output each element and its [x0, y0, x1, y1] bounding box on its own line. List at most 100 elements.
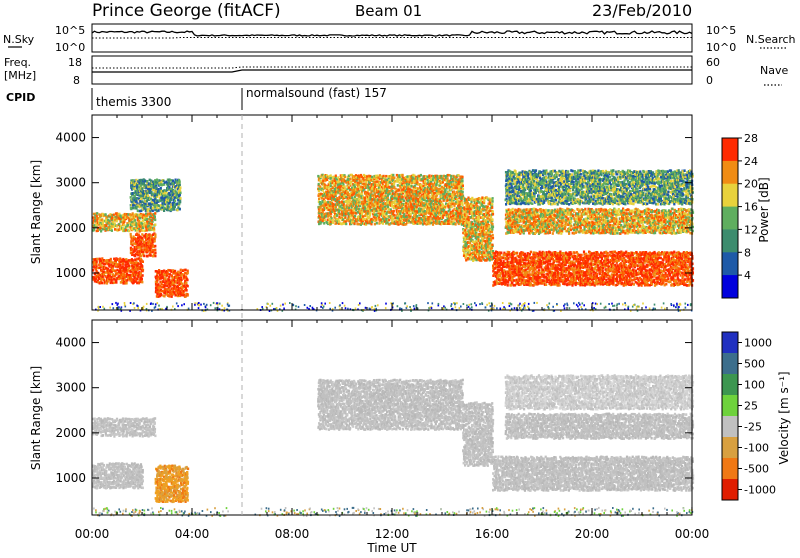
- echo-cell: [388, 190, 390, 193]
- echo-cell: [179, 208, 181, 211]
- echo-cell: [143, 255, 145, 258]
- echo-cell: [143, 222, 145, 225]
- echo-cell: [492, 234, 494, 237]
- echo-cell: [154, 255, 156, 258]
- echo-cell: [109, 220, 111, 223]
- echo-cell: [339, 201, 341, 204]
- echo-cell: [483, 200, 485, 203]
- echo-cell: [530, 251, 532, 254]
- echo-cell: [498, 265, 500, 268]
- echo-cell: [403, 200, 405, 203]
- nave-trace: [92, 67, 692, 68]
- echo-cell: [420, 174, 422, 177]
- echo-cell: [402, 196, 404, 199]
- nsearch-label: N.Search: [746, 33, 796, 46]
- echo-cell: [133, 187, 135, 190]
- nave-label: Nave: [760, 64, 788, 77]
- echo-cell: [168, 295, 170, 298]
- echo-cell: [136, 229, 138, 232]
- echo-cell: [450, 188, 452, 191]
- echo-cell: [491, 244, 493, 247]
- echo-cell: [516, 252, 518, 255]
- echo-cell: [134, 219, 136, 222]
- echo-cell: [332, 219, 334, 222]
- echo-cell: [158, 209, 160, 212]
- echo-cell: [333, 176, 335, 179]
- echo-cell: [119, 264, 121, 267]
- echo-cell: [441, 186, 443, 189]
- echo-cell: [147, 249, 149, 252]
- echo-cell: [428, 174, 430, 177]
- echo-cell: [413, 203, 415, 206]
- echo-cell: [317, 175, 319, 178]
- echo-cell: [410, 203, 412, 206]
- echo-cell: [484, 236, 486, 239]
- echo-cell: [122, 265, 124, 268]
- echo-cell: [393, 214, 395, 217]
- echo-cell: [484, 215, 486, 218]
- echo-cell: [113, 278, 115, 281]
- echo-cell: [488, 225, 490, 228]
- echo-cell: [128, 264, 130, 267]
- echo-cell: [141, 197, 143, 200]
- cpid-label: CPID: [6, 91, 35, 104]
- echo-cell: [164, 181, 166, 184]
- echo-cell: [187, 270, 189, 273]
- echo-cell: [444, 191, 446, 194]
- echo-cell: [348, 187, 350, 190]
- nsky-panel-frame: [92, 24, 692, 52]
- echo-cell: [412, 218, 414, 221]
- echo-cell: [141, 281, 143, 284]
- echo-cell: [154, 219, 156, 222]
- echo-cell: [154, 233, 156, 236]
- echo-cell: [125, 258, 127, 261]
- echo-cell: [142, 260, 144, 263]
- echo-cell: [335, 175, 337, 178]
- echo-cell: [529, 267, 531, 270]
- echo-cell: [476, 228, 478, 231]
- echo-cell: [363, 197, 365, 200]
- echo-cell: [468, 226, 470, 229]
- echo-cell: [492, 197, 494, 200]
- echo-cell: [179, 186, 181, 189]
- echo-cell: [132, 207, 134, 210]
- echo-cell: [478, 218, 480, 221]
- echo-cell: [492, 226, 494, 229]
- echo-cell: [333, 182, 335, 185]
- echo-cell: [444, 205, 446, 208]
- echo-cell: [128, 267, 130, 270]
- echo-cell: [93, 228, 95, 231]
- echo-cell: [413, 177, 415, 180]
- echo-cell: [154, 252, 156, 255]
- echo-cell: [176, 209, 178, 212]
- echo-cell: [172, 180, 174, 183]
- echo-cell: [185, 282, 187, 285]
- echo-cell: [453, 190, 455, 193]
- echo-cell: [154, 223, 156, 226]
- echo-cell: [462, 191, 464, 194]
- echo-cell: [385, 207, 387, 210]
- echo-cell: [114, 269, 116, 272]
- echo-cell: [457, 174, 459, 177]
- echo-cell: [154, 215, 156, 218]
- echo-cell: [154, 249, 156, 252]
- echo-cell: [163, 295, 165, 298]
- echo-cell: [186, 293, 188, 296]
- echo-cell: [388, 208, 390, 211]
- echo-cell: [374, 223, 376, 226]
- echo-cell: [181, 279, 183, 282]
- echo-cell: [429, 195, 431, 198]
- echo-cell: [322, 194, 324, 197]
- echo-cell: [343, 185, 345, 188]
- echo-cell: [115, 281, 117, 284]
- echo-cell: [354, 215, 356, 218]
- echo-cell: [393, 177, 395, 180]
- echo-cell: [382, 222, 384, 225]
- echo-cell: [323, 222, 325, 225]
- echo-cell: [130, 207, 132, 210]
- echo-cell: [447, 177, 449, 180]
- echo-cell: [349, 178, 351, 181]
- echo-cell: [364, 207, 366, 210]
- echo-cell: [163, 197, 165, 200]
